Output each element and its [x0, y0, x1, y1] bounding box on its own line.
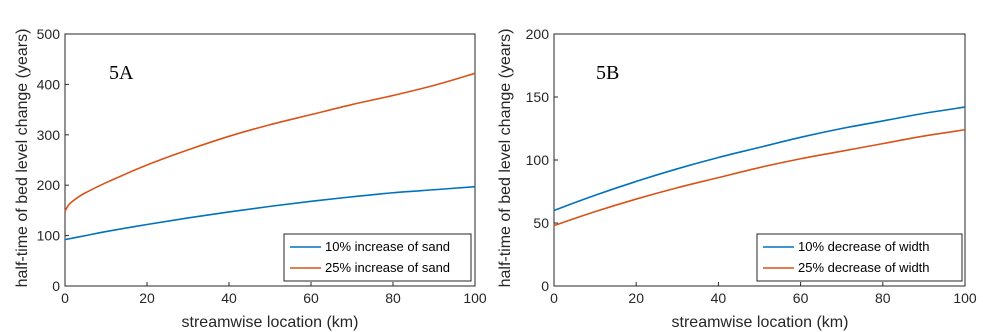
x-tick-label-5a-2: 40 — [221, 290, 237, 306]
ticks-5a: 0 20 40 60 80 100 0 100 200 300 400 500 — [37, 26, 487, 306]
legend-entry-25-sand: 25% increase of sand — [325, 260, 450, 275]
y-tick-label-5a-4: 400 — [37, 76, 61, 92]
y-tick-label-5b-2: 100 — [526, 152, 550, 168]
y-tick-label-5b-3: 150 — [526, 89, 550, 105]
x-tick-label-5a-0: 0 — [61, 290, 69, 306]
y-tick-label-5a-3: 300 — [37, 127, 61, 143]
x-tick-label-5b-1: 20 — [628, 290, 644, 306]
y-tick-label-5b-1: 50 — [533, 215, 549, 231]
x-axis-label-5b: streamwise location (km) — [672, 314, 849, 331]
legend-5b: 10% decrease of width 25% decrease of wi… — [756, 233, 963, 282]
y-tick-label-5b-0: 0 — [541, 278, 549, 294]
x-tick-label-5a-1: 20 — [139, 290, 155, 306]
y-tick-label-5a-0: 0 — [52, 278, 60, 294]
series-5b — [553, 106, 966, 227]
legend-entry-25-width: 25% decrease of width — [798, 260, 930, 275]
y-axis-label-5a: half-time of bed level change (years) — [14, 29, 31, 288]
x-tick-label-5b-2: 40 — [711, 290, 727, 306]
x-tick-label-5b-3: 60 — [793, 290, 809, 306]
x-tick-label-5b-0: 0 — [550, 290, 558, 306]
y-tick-label-5a-2: 200 — [37, 177, 61, 193]
series-line-5a-0 — [64, 185, 476, 241]
series-line-5b-0 — [553, 106, 966, 212]
panel-5a: 0 20 40 60 80 100 0 100 200 300 400 500 5A streamwi… — [14, 26, 487, 331]
series-line-5b-1 — [553, 128, 966, 227]
x-tick-label-5b-4: 80 — [875, 290, 891, 306]
x-tick-label-5a-3: 60 — [303, 290, 319, 306]
ticks-5b: 0 20 40 60 80 100 0 50 100 150 200 — [526, 26, 977, 306]
y-tick-label-5a-1: 100 — [37, 228, 61, 244]
series-5a — [64, 72, 476, 241]
y-axis-label-5b: half-time of bed level change (years) — [497, 29, 514, 288]
legend-box-5a — [283, 233, 472, 282]
panel-label-5b: 5B — [596, 62, 619, 84]
x-tick-label-5b-5: 100 — [953, 290, 977, 306]
legend-entry-10-sand: 10% increase of sand — [325, 239, 450, 254]
legend-5a: 10% increase of sand 25% increase of san… — [283, 233, 472, 282]
panel-label-5a: 5A — [109, 62, 134, 84]
legend-box-5b — [756, 233, 963, 282]
y-tick-label-5a-5: 500 — [37, 26, 61, 42]
x-tick-label-5a-5: 100 — [463, 290, 487, 306]
x-axis-label-5a: streamwise location (km) — [182, 314, 359, 331]
panel-5b: 0 20 40 60 80 100 0 50 100 150 200 5B streamwise l… — [497, 26, 977, 331]
x-tick-label-5a-4: 80 — [385, 290, 401, 306]
series-line-5a-1 — [64, 72, 476, 212]
y-tick-label-5b-4: 200 — [526, 26, 550, 42]
legend-entry-10-width: 10% decrease of width — [798, 239, 930, 254]
plot-frame-5a — [64, 33, 476, 287]
